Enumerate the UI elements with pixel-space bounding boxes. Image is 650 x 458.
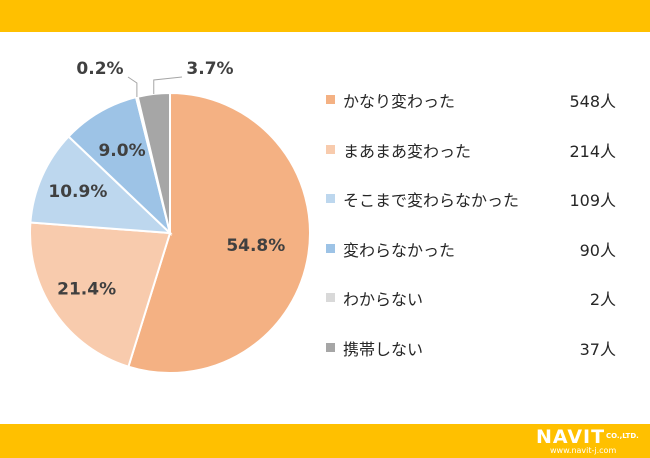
slice-value-label: 10.9% bbox=[48, 182, 107, 202]
legend-swatch bbox=[326, 95, 335, 104]
legend-item: まあまあ変わった 214人 bbox=[326, 138, 626, 188]
legend-label: まあまあ変わった bbox=[343, 141, 472, 161]
legend-count: 90人 bbox=[579, 240, 616, 260]
bottom-banner bbox=[0, 424, 650, 458]
legend-swatch bbox=[326, 144, 335, 154]
legend-count: 214人 bbox=[569, 141, 616, 161]
pie-slice bbox=[127, 91, 311, 374]
legend-count: 2人 bbox=[589, 290, 616, 309]
slice-value-label: 9.0% bbox=[98, 141, 145, 161]
navit-logo: NAVIT CO.,LTD. www.navit-j.com bbox=[536, 426, 644, 456]
legend-swatch bbox=[326, 342, 335, 352]
legend-count: 37人 bbox=[579, 339, 616, 359]
slice-value-label: 54.8% bbox=[226, 236, 285, 256]
slice-value-label: 3.7% bbox=[186, 59, 233, 79]
logo-url: www.navit-j.com bbox=[550, 446, 617, 455]
legend-item: かなり変わった 548人 bbox=[326, 88, 626, 138]
legend-count: 109人 bbox=[569, 191, 616, 210]
logo-wordmark: NAVIT bbox=[536, 426, 606, 448]
legend-item: 変わらなかった 90人 bbox=[326, 237, 626, 287]
legend-label: そこまで変わらなかった bbox=[343, 191, 520, 210]
legend-item: わからない 2人 bbox=[326, 286, 626, 336]
legend-swatch bbox=[326, 243, 335, 253]
chart-legend: かなり変わった 548人 まあまあ変わった 214人 そこまで変わらなかった 1… bbox=[326, 88, 626, 385]
leader-line bbox=[127, 76, 138, 97]
logo-suffix: CO.,LTD. bbox=[606, 432, 639, 440]
leader-line bbox=[153, 76, 183, 94]
legend-swatch bbox=[326, 293, 335, 302]
pie-slice bbox=[29, 221, 172, 368]
slice-value-label: 21.4% bbox=[57, 280, 116, 300]
legend-swatch bbox=[326, 194, 335, 203]
pie-slice bbox=[29, 135, 173, 235]
legend-count: 548人 bbox=[569, 92, 616, 111]
legend-label: 携帯しない bbox=[343, 339, 424, 359]
legend-label: かなり変わった bbox=[343, 92, 456, 111]
legend-item: そこまで変わらなかった 109人 bbox=[326, 187, 626, 237]
legend-label: 変わらなかった bbox=[343, 240, 456, 260]
legend-label: わからない bbox=[343, 290, 424, 309]
pie-slice bbox=[67, 95, 172, 237]
pie-chart: 54.8% 21.4% 10.9% 9.0% 0.2% 3.7% bbox=[29, 59, 311, 374]
top-banner bbox=[0, 0, 650, 32]
legend-item: 携帯しない 37人 bbox=[326, 336, 626, 386]
slice-value-label: 0.2% bbox=[76, 59, 123, 79]
